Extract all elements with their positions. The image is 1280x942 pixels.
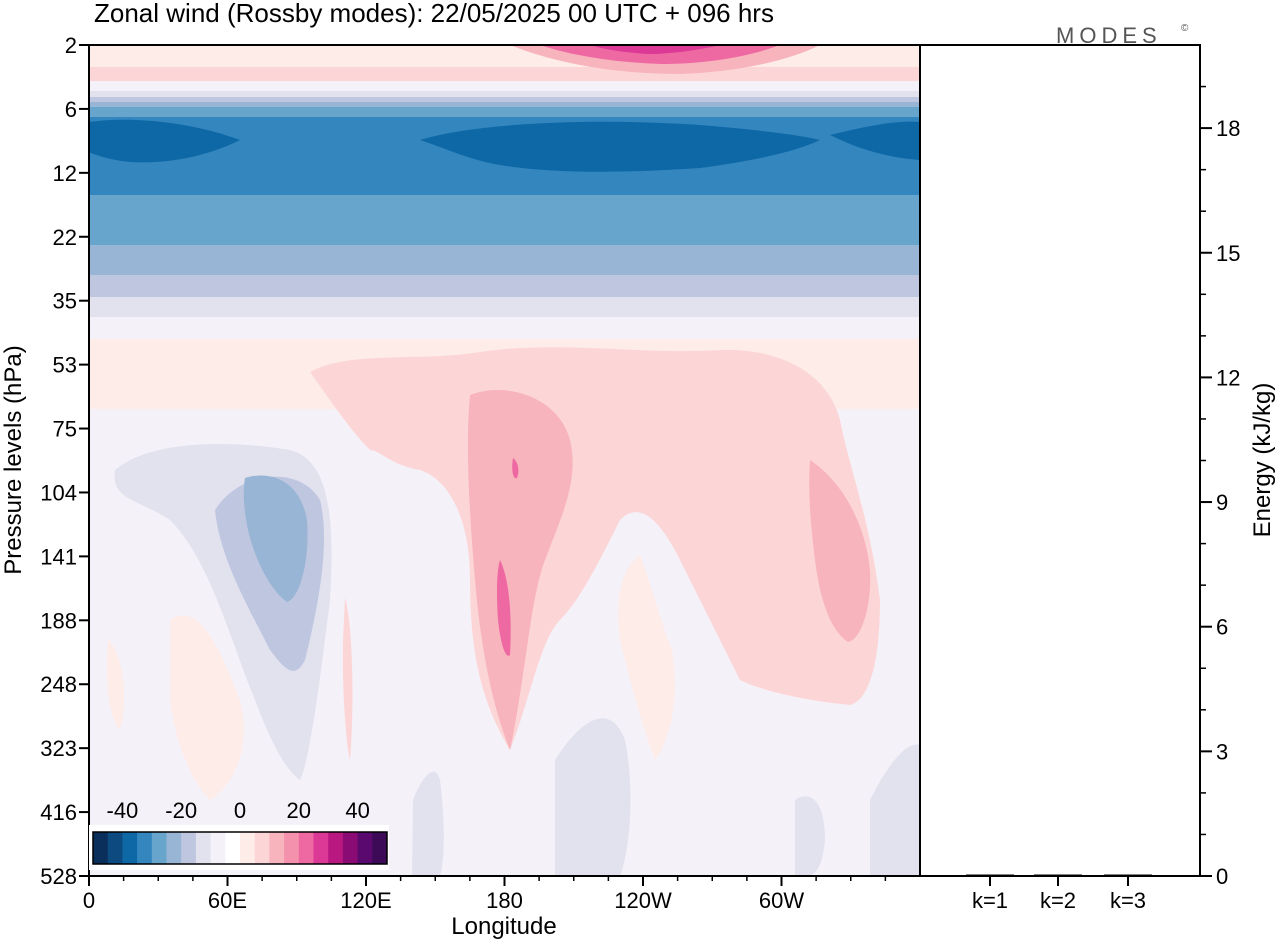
y-tick-label: 6 (65, 97, 77, 122)
energy-y-tick-label: 12 (1216, 365, 1240, 390)
colorbar-cell (357, 832, 373, 864)
chart-title: Zonal wind (Rossby modes): 22/05/2025 00… (94, 0, 774, 28)
energy-y-tick-label: 0 (1216, 864, 1228, 889)
colorbar-cell (210, 832, 226, 864)
y-tick-label: 12 (53, 161, 77, 186)
colorbar-cell (269, 832, 285, 864)
energy-category-label: k=1 (972, 888, 1008, 913)
energy-bar-chart: 0 3 6 9 12 15 18 k=1 k=2 k=3 (919, 44, 1240, 913)
colorbar-cell (240, 832, 256, 864)
colorbar-cell (107, 832, 123, 864)
colorbar-cell (137, 832, 153, 864)
energy-y-tick-label: 9 (1216, 490, 1228, 515)
colorbar-cell (372, 832, 388, 864)
y-tick-label: 416 (40, 800, 77, 825)
colorbar-label: -40 (107, 798, 139, 823)
y-tick-label: 35 (53, 289, 77, 314)
colorbar-cell (298, 832, 314, 864)
x-tick-label: 120W (614, 888, 672, 913)
colorbar-cell (225, 832, 241, 864)
y-tick-label: 528 (40, 864, 77, 889)
y-tick-label: 141 (40, 544, 77, 569)
colorbar-cell (195, 832, 212, 864)
colorbar-cell (181, 832, 197, 864)
energy-bar (966, 874, 1014, 876)
colorbar-cell (313, 832, 329, 864)
x-tick-label: 60E (208, 888, 247, 913)
colorbar-label: 0 (234, 798, 246, 823)
colorbar-label: 40 (345, 798, 369, 823)
colorbar-cell (284, 832, 300, 864)
colorbar-cell (166, 832, 182, 864)
brand-logo: MODES (1056, 23, 1162, 48)
energy-bar (1034, 874, 1082, 876)
y-tick-label: 248 (40, 672, 77, 697)
y-tick-label: 188 (40, 608, 77, 633)
energy-frame (919, 44, 1201, 877)
y-tick-label: 104 (40, 480, 77, 505)
energy-y-tick-label: 6 (1216, 615, 1228, 640)
energy-y-tick-label: 3 (1216, 739, 1228, 764)
pressure-axis: 2 6 12 22 35 53 75 104 141 188 248 323 416 528 (40, 33, 89, 889)
x-tick-label: 0 (83, 888, 95, 913)
x-tick-label: 180 (486, 888, 523, 913)
colorbar-cell (328, 832, 344, 864)
y-tick-label: 323 (40, 736, 77, 761)
colorbar-label: -20 (165, 798, 197, 823)
y-tick-label: 22 (53, 225, 77, 250)
colorbar-cell (342, 832, 359, 864)
zonal-wind-field (89, 45, 920, 876)
y-tick-label: 2 (65, 33, 77, 58)
x-tick-label: 120E (340, 888, 391, 913)
colorbar: -40 -20 0 20 40 (89, 798, 389, 870)
energy-y-tick-label: 18 (1216, 116, 1240, 141)
energy-y-tick-label: 15 (1216, 241, 1240, 266)
x-tick-label: 60W (759, 888, 804, 913)
y-axis-label: Pressure levels (hPa) (0, 345, 27, 574)
energy-category-label: k=2 (1040, 888, 1076, 913)
y-tick-label: 75 (53, 417, 77, 442)
longitude-axis: 0 60E 120E 180 120W 60W (83, 876, 887, 913)
x-axis-label: Longitude (451, 913, 556, 940)
y-tick-label: 53 (53, 353, 77, 378)
energy-bar (1104, 874, 1152, 876)
brand-mark: © (1181, 23, 1189, 34)
energy-category-label: k=3 (1110, 888, 1146, 913)
colorbar-cell (151, 832, 167, 864)
colorbar-cell (122, 832, 138, 864)
colorbar-cell (93, 832, 109, 864)
colorbar-label: 20 (287, 798, 311, 823)
energy-axis-label: Energy (kJ/kg) (1249, 383, 1276, 538)
colorbar-cell (254, 832, 270, 864)
